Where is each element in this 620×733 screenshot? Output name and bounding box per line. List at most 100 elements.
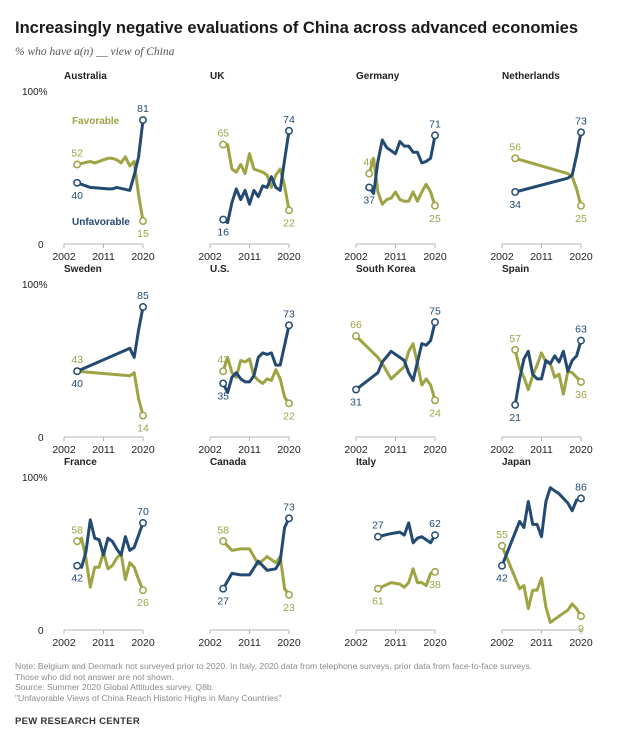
panel-italy: Italy 2002 2011 2020 61 27 38 62 <box>344 457 447 649</box>
favorable-endpoint <box>511 154 520 163</box>
favorable-end-label: 25 <box>575 213 587 225</box>
note-line: Source: Summer 2020 Global Attitudes sur… <box>15 682 215 693</box>
y-tick-label: 0 <box>38 433 44 444</box>
favorable-start-label: 57 <box>509 333 521 345</box>
x-tick-label: 2020 <box>423 444 447 456</box>
favorable-endpoint <box>352 332 360 340</box>
panel-title: Germany <box>356 71 400 82</box>
x-tick-label: 2020 <box>277 637 301 649</box>
unfavorable-end-label: 74 <box>283 114 295 126</box>
panel-france: France 100% 0 2002 2011 2020 58 42 26 70 <box>22 457 155 649</box>
favorable-start-label: 55 <box>496 529 508 541</box>
panel-title: Canada <box>210 457 247 468</box>
unfavorable-start-label: 21 <box>509 412 521 424</box>
favorable-line <box>75 155 145 223</box>
unfavorable-endpoint <box>498 561 506 570</box>
x-tick-label: 2002 <box>52 444 76 456</box>
panel-title: Netherlands <box>502 71 560 82</box>
panel-title: U.S. <box>210 264 230 275</box>
favorable-endpoint <box>139 411 147 420</box>
favorable-line <box>221 539 291 597</box>
unfavorable-end-label: 62 <box>429 518 441 530</box>
unfavorable-endpoint <box>139 116 147 125</box>
unfavorable-line <box>75 118 145 192</box>
x-tick-label: 2011 <box>530 251 553 263</box>
unfavorable-end-label: 73 <box>283 308 295 320</box>
favorable-endpoint <box>219 537 228 546</box>
favorable-end-label: 14 <box>137 423 149 435</box>
unfavorable-endpoint <box>285 321 293 330</box>
x-tick-label: 2011 <box>238 637 261 649</box>
unfavorable-end-label: 86 <box>575 481 587 493</box>
unfavorable-endpoint <box>511 400 520 409</box>
x-tick-label: 2011 <box>92 251 115 263</box>
x-tick-label: 2020 <box>131 251 155 263</box>
favorable-endpoint <box>498 541 506 550</box>
unfavorable-start-label: 40 <box>71 378 83 390</box>
panel-canada: Canada 2002 2011 2020 58 27 23 73 <box>198 457 301 649</box>
unfavorable-start-label: 37 <box>363 194 375 206</box>
panel-uk: UK 2002 2011 2020 65 16 22 74 <box>198 71 301 263</box>
note-line: Those who did not answer are not shown. <box>15 671 175 682</box>
unfavorable-start-label: 27 <box>217 596 229 608</box>
favorable-start-label: 43 <box>217 354 229 366</box>
favorable-start-label: 66 <box>350 319 362 331</box>
unfavorable-line <box>221 516 291 591</box>
unfavorable-end-label: 70 <box>137 506 149 518</box>
x-tick-label: 2011 <box>384 251 407 263</box>
unfavorable-start-label: 27 <box>372 520 384 532</box>
favorable-end-label: 26 <box>137 597 149 609</box>
favorable-end-label: 25 <box>429 213 441 225</box>
favorable-start-label: 65 <box>217 128 229 140</box>
brand-label: PEW RESEARCH CENTER <box>15 716 140 727</box>
x-tick-label: 2011 <box>530 637 553 649</box>
unfavorable-start-label: 42 <box>496 573 508 585</box>
unfavorable-endpoint <box>285 514 293 523</box>
x-tick-label: 2020 <box>569 251 593 263</box>
x-tick-label: 2011 <box>92 444 115 456</box>
favorable-end-label: 22 <box>283 217 295 229</box>
unfavorable-endpoint <box>577 128 585 137</box>
unfavorable-endpoint <box>365 183 374 192</box>
x-tick-label: 2020 <box>569 637 593 649</box>
y-tick-label: 100% <box>22 280 48 291</box>
unfavorable-endpoint <box>577 494 585 503</box>
x-tick-label: 2002 <box>198 637 222 649</box>
favorable-end-label: 23 <box>283 602 295 614</box>
panel-south-korea: South Korea 2002 2011 2020 66 31 24 75 <box>344 264 447 456</box>
unfavorable-endpoint <box>139 303 147 311</box>
favorable-endpoint <box>285 590 293 599</box>
x-tick-label: 2011 <box>530 444 553 456</box>
unfavorable-endpoint <box>73 367 82 376</box>
favorable-line <box>376 567 437 591</box>
note-line: Note: Belgium and Denmark not surveyed p… <box>15 661 533 671</box>
unfavorable-endpoint <box>219 379 228 388</box>
unfavorable-line <box>354 320 437 392</box>
favorable-endpoint <box>431 567 439 576</box>
unfavorable-endpoint <box>73 178 82 187</box>
unfavorable-start-label: 35 <box>217 390 229 402</box>
panel-sweden: Sweden 100% 0 2002 2011 2020 43 40 14 85 <box>22 264 155 456</box>
x-tick-label: 2020 <box>131 637 155 649</box>
favorable-end-label: 38 <box>429 579 441 591</box>
panel-australia: Australia 100% 0 2002 2011 2020 52 40 15 81 Favora… <box>22 71 155 263</box>
note-line: "Unfavorable Views of China Reach Histor… <box>15 692 282 703</box>
unfavorable-line <box>513 339 583 407</box>
favorable-endpoint <box>285 206 293 215</box>
x-tick-label: 2002 <box>344 444 368 456</box>
favorable-line <box>75 369 145 418</box>
chart-title: Increasingly negative evaluations of Chi… <box>15 19 579 37</box>
panel-title: France <box>64 457 97 468</box>
unfavorable-endpoint <box>431 318 439 327</box>
x-tick-label: 2020 <box>569 444 593 456</box>
unfavorable-line <box>75 518 145 569</box>
unfavorable-end-label: 81 <box>137 103 149 115</box>
x-tick-label: 2011 <box>238 251 261 263</box>
favorable-endpoint <box>373 584 382 593</box>
unfavorable-endpoint <box>352 385 360 394</box>
unfavorable-end-label: 75 <box>429 305 441 317</box>
favorable-endpoint <box>219 140 228 149</box>
x-tick-label: 2011 <box>238 444 261 456</box>
x-tick-label: 2011 <box>384 444 407 456</box>
